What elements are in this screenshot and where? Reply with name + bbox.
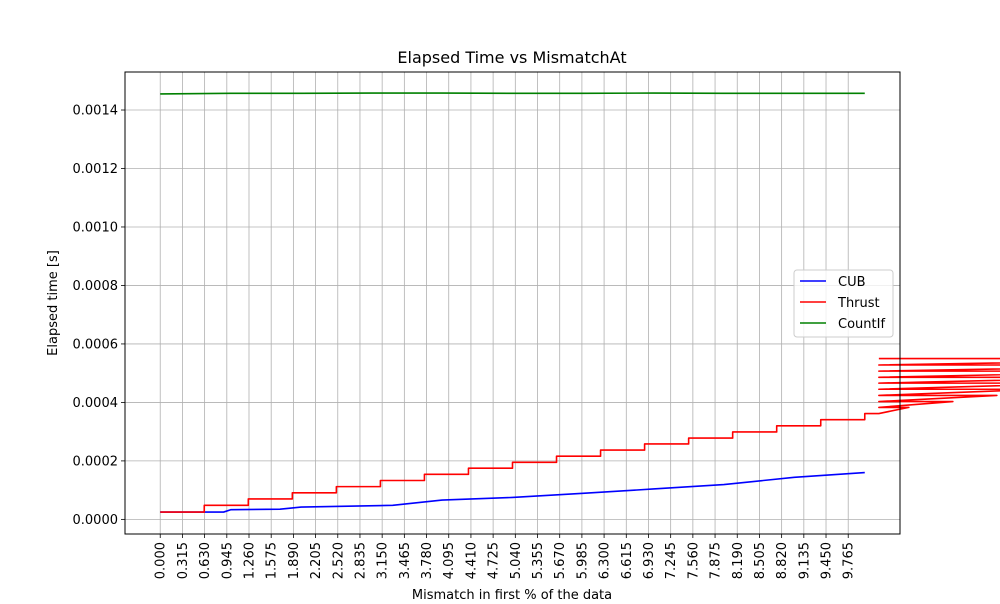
x-tick-label: 0.630 (198, 542, 213, 579)
x-tick-label: 0.315 (176, 542, 191, 579)
x-tick-label: 7.245 (664, 542, 679, 579)
x-tick-label: 7.560 (686, 542, 701, 579)
x-tick-label: 5.670 (553, 542, 568, 579)
plot-area (125, 72, 900, 534)
x-tick-label: 2.205 (309, 542, 324, 579)
y-axis-label: Elapsed time [s] (46, 250, 61, 356)
y-tick-label: 0.0008 (73, 279, 119, 294)
x-tick-label: 6.300 (598, 542, 613, 579)
legend-label-countif: CountIf (838, 317, 885, 332)
x-tick-label: 5.040 (509, 542, 524, 579)
x-tick-label: 0.945 (220, 542, 235, 579)
y-tick-label: 0.0014 (73, 104, 119, 119)
y-tick-label: 0.0012 (73, 162, 119, 177)
x-tick-label: 4.725 (487, 542, 502, 579)
x-tick-label: 6.615 (620, 542, 635, 579)
grid (125, 72, 900, 534)
series-line-cub (160, 471, 865, 513)
x-tick-label: 5.355 (531, 542, 546, 579)
x-tick-label: 3.465 (398, 542, 413, 579)
series-line-countif (160, 92, 865, 95)
x-tick-label: 9.135 (797, 542, 812, 579)
x-tick-label: 0.000 (154, 542, 169, 579)
x-tick-label: 3.150 (376, 542, 391, 579)
x-axis: 0.000 0.315 0.630 0.945 1.260 1.575 1.890 2.205… (154, 534, 857, 579)
chart-title: Elapsed Time vs MismatchAt (397, 48, 626, 67)
series-group (160, 92, 1000, 513)
x-tick-label: 8.505 (753, 542, 768, 579)
y-tick-label: 0.0004 (73, 396, 119, 411)
y-tick-label: 0.0000 (73, 513, 119, 528)
x-tick-label: 7.875 (709, 542, 724, 579)
x-tick-label: 5.985 (575, 542, 590, 579)
y-tick-label: 0.0010 (73, 220, 119, 235)
legend: CUB Thrust CountIf (793, 269, 894, 338)
series-line-thrust (160, 357, 1000, 513)
y-axis: 0.0000 0.0002 0.0004 0.0006 0.0008 0.0010 0.00… (73, 104, 125, 528)
x-tick-label: 4.095 (442, 542, 457, 579)
x-tick-label: 1.575 (265, 542, 280, 579)
axes-frame (124, 71, 901, 535)
legend-label-thrust: Thrust (837, 296, 880, 311)
x-tick-label: 2.520 (331, 542, 346, 579)
x-tick-label: 9.765 (842, 542, 857, 579)
y-tick-label: 0.0002 (73, 454, 119, 469)
y-tick-label: 0.0006 (73, 337, 119, 352)
x-axis-label: Mismatch in first % of the data (412, 588, 612, 600)
x-tick-label: 9.450 (820, 542, 835, 579)
x-tick-label: 8.190 (731, 542, 746, 579)
x-tick-label: 3.780 (420, 542, 435, 579)
x-tick-label: 2.835 (353, 542, 368, 579)
legend-box (793, 269, 894, 338)
x-tick-label: 1.260 (243, 542, 258, 579)
x-tick-label: 8.820 (775, 542, 790, 579)
x-tick-label: 6.930 (642, 542, 657, 579)
x-tick-label: 1.890 (287, 542, 302, 579)
legend-label-cub: CUB (838, 275, 866, 290)
x-tick-label: 4.410 (464, 542, 479, 579)
